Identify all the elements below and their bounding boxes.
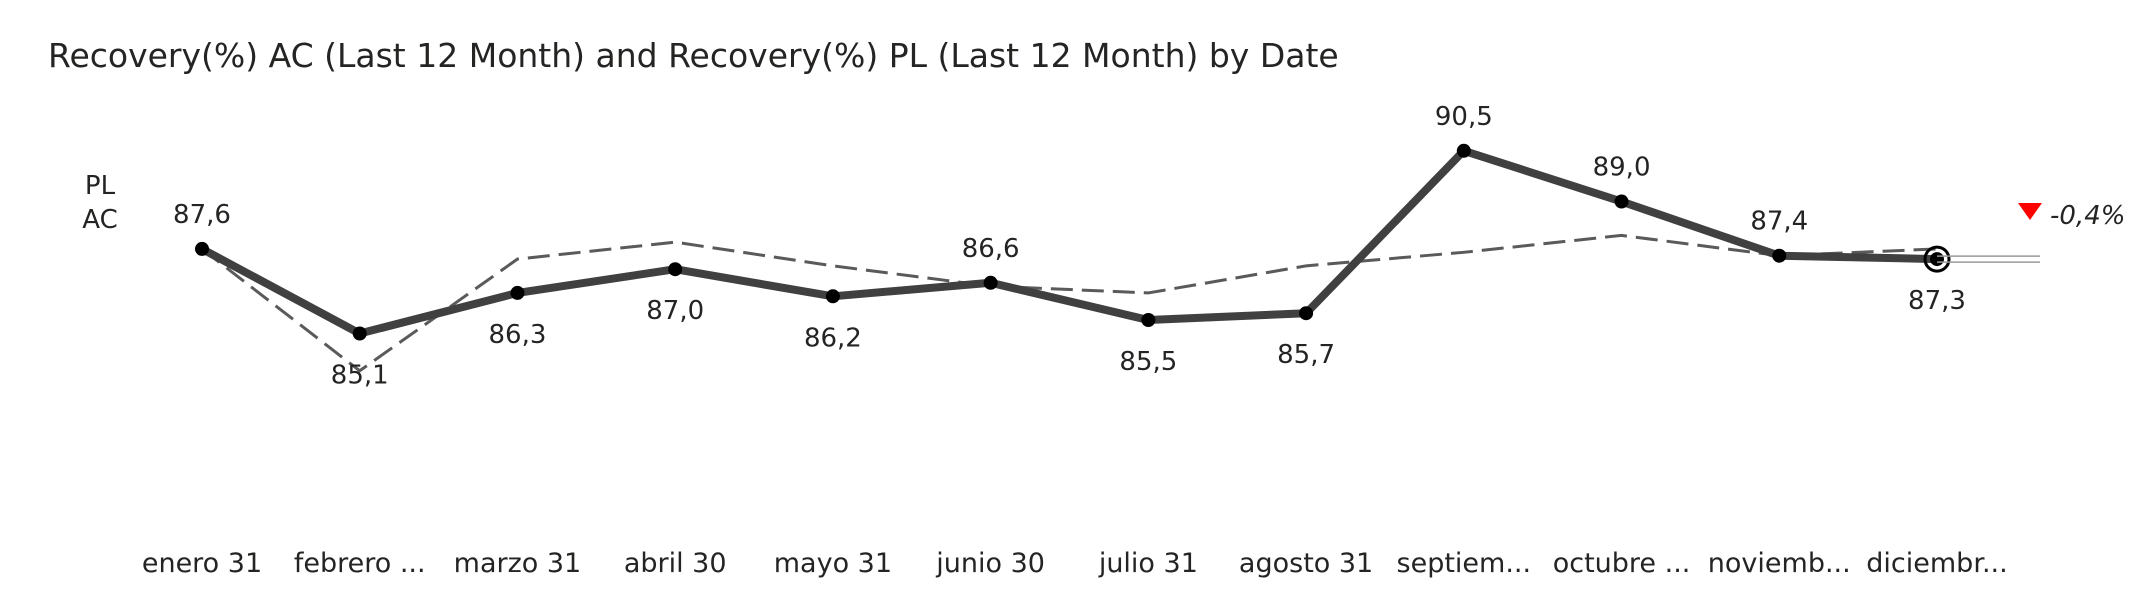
x-tick-label: octubre ... [1553, 548, 1691, 579]
x-tick-label: enero 31 [142, 548, 262, 579]
ac-series [198, 146, 1941, 338]
series-label-pl: PL [85, 171, 116, 201]
x-axis: enero 31 febrero ... marzo 31 abril 30 mayo … [142, 548, 2008, 579]
data-labels: 87,6 85,1 86,3 87,0 86,2 86,6 85,5 85,7 90,5 89,0… [173, 102, 1966, 391]
x-tick-label: agosto 31 [1239, 548, 1373, 579]
data-label: 87,3 [1908, 286, 1966, 316]
x-tick-label: mayo 31 [774, 548, 892, 579]
chart-title: Recovery(%) AC (Last 12 Month) and Recov… [48, 36, 1339, 75]
data-point-ac [510, 285, 525, 300]
data-label: 86,2 [804, 323, 862, 353]
data-point-ac [352, 326, 367, 341]
data-label: 87,6 [173, 200, 231, 230]
data-label: 86,3 [489, 320, 547, 350]
data-point-ac [195, 241, 209, 256]
data-label: 85,1 [331, 361, 389, 391]
data-points [195, 143, 1951, 341]
pl-series [201, 233, 1938, 373]
data-label: 86,6 [962, 234, 1020, 264]
variance-indicator: -0,4% [1937, 201, 2125, 263]
data-point-ac [1614, 194, 1629, 209]
pl-line [201, 233, 1938, 373]
data-label: 87,0 [646, 296, 704, 326]
last-point-ring [1923, 245, 1951, 273]
data-label: 87,4 [1750, 207, 1808, 237]
ac-line [198, 146, 1941, 338]
data-label: 90,5 [1435, 102, 1493, 132]
data-point-ac [1772, 248, 1787, 263]
series-labels: PL AC [82, 171, 117, 235]
data-point-ac [1456, 143, 1471, 158]
data-point-ac [1141, 313, 1156, 327]
x-tick-label: noviemb... [1708, 548, 1851, 579]
x-tick-label: julio 31 [1098, 548, 1198, 579]
variance-label: -0,4% [2050, 201, 2125, 231]
data-label: 85,5 [1119, 347, 1177, 377]
data-point-ac [983, 275, 998, 290]
variance-arrow-icon [2018, 203, 2042, 220]
data-point-ac [1930, 252, 1944, 267]
x-tick-label: marzo 31 [454, 548, 582, 579]
x-tick-label: abril 30 [624, 548, 727, 579]
x-tick-label: febrero ... [294, 548, 426, 579]
data-point-ac [1299, 306, 1314, 321]
data-label: 85,7 [1277, 340, 1335, 370]
data-point-ac [668, 262, 683, 277]
x-tick-label: diciembr... [1866, 548, 2007, 579]
data-point-ac [825, 289, 840, 304]
series-label-ac: AC [82, 205, 117, 235]
x-tick-label: septiem... [1397, 548, 1532, 579]
x-tick-label: junio 30 [935, 548, 1045, 579]
data-label: 89,0 [1593, 153, 1651, 183]
